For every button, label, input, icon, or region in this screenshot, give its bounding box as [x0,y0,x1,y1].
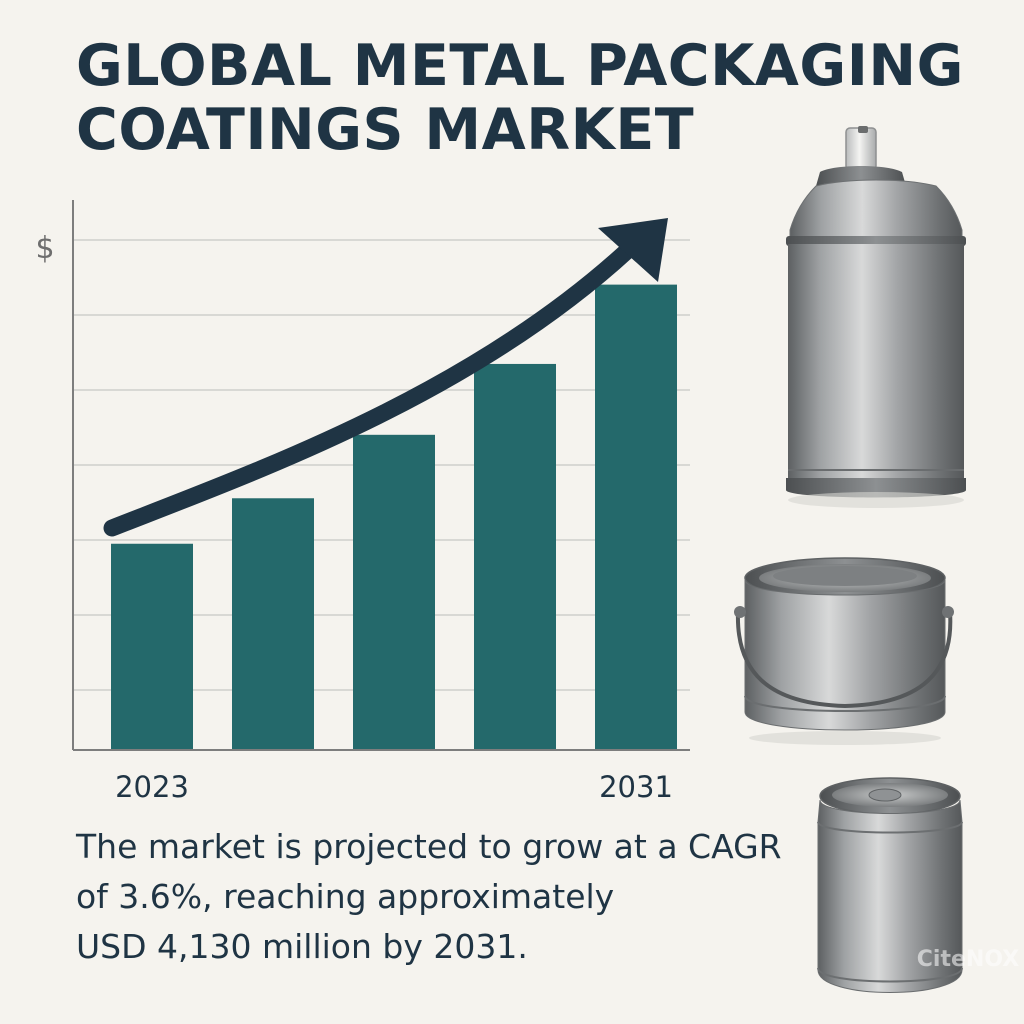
summary-line-2: of 3.6%, reaching approximately [76,877,615,916]
bar-2 [232,498,314,750]
y-axis-currency-label: $ [35,231,54,266]
x-axis-tick-labels: 2023 2031 [115,770,673,804]
watermark-logo: CiteNOX [917,947,1019,972]
title-line-2: COATINGS MARKET [76,97,695,163]
beverage-can-icon [817,777,963,993]
bar-1 [111,543,193,750]
trend-arrow-icon [103,218,668,537]
summary-line-3: USD 4,130 million by 2031. [76,927,528,966]
trend-arrow-head [598,218,668,282]
x-tick-label-2031: 2031 [599,770,673,804]
title-line-1: GLOBAL METAL PACKAGING [76,33,964,99]
metal-cans-illustration: CiteNOX [734,126,1019,993]
market-summary-text: The market is projected to grow at a CAG… [76,822,796,972]
page-title: GLOBAL METAL PACKAGING COATINGS MARKET [76,34,976,162]
bar-4 [474,363,556,750]
bar-3 [353,434,435,750]
aerosol-can-icon [786,126,966,508]
trend-arrow-shaft [103,241,637,537]
summary-line-1: The market is projected to grow at a CAG… [76,827,782,866]
chart-axes [72,200,690,751]
x-tick-label-2023: 2023 [115,770,189,804]
bar-5 [595,284,677,750]
paint-can-icon [734,557,954,745]
chart-bars [111,284,677,750]
